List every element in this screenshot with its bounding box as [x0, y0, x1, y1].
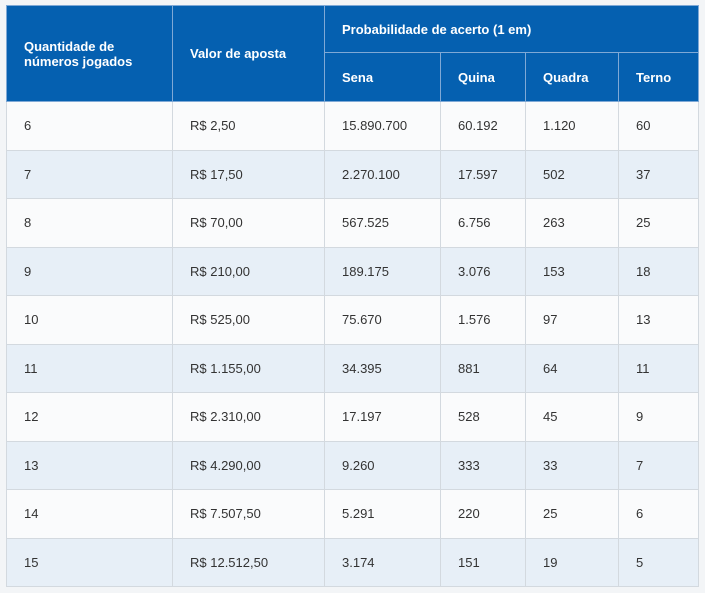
table-row: 10 R$ 525,00 75.670 1.576 97 13: [6, 295, 700, 345]
cell-terno: 13: [617, 295, 700, 345]
cell-value: R$ 4.290,00: [172, 440, 325, 490]
cell-quantity: 12: [6, 392, 173, 442]
table-row: 14 R$ 7.507,50 5.291 220 25 6: [6, 489, 700, 539]
table-row: 11 R$ 1.155,00 34.395 881 64 11: [6, 343, 700, 393]
cell-terno: 5: [617, 537, 700, 587]
cell-quantity: 7: [6, 149, 173, 199]
header-terno: Terno: [617, 52, 700, 102]
cell-value: R$ 2.310,00: [172, 392, 325, 442]
cell-quina: 151: [440, 537, 526, 587]
cell-quina: 3.076: [440, 246, 526, 296]
cell-quantity: 13: [6, 440, 173, 490]
cell-terno: 60: [617, 101, 700, 151]
cell-terno: 11: [617, 343, 700, 393]
cell-quina: 1.576: [440, 295, 526, 345]
cell-quantity: 9: [6, 246, 173, 296]
cell-value: R$ 17,50: [172, 149, 325, 199]
cell-sena: 15.890.700: [324, 101, 441, 151]
cell-sena: 189.175: [324, 246, 441, 296]
cell-value: R$ 2,50: [172, 101, 325, 151]
cell-terno: 18: [617, 246, 700, 296]
cell-terno: 6: [617, 489, 700, 539]
cell-terno: 9: [617, 392, 700, 442]
header-probability: Probabilidade de acerto (1 em): [323, 5, 700, 53]
cell-quantity: 14: [6, 489, 173, 539]
cell-quadra: 25: [525, 489, 619, 539]
cell-sena: 17.197: [324, 392, 441, 442]
cell-quadra: 97: [525, 295, 619, 345]
cell-sena: 3.174: [324, 537, 441, 587]
table-row: 12 R$ 2.310,00 17.197 528 45 9: [6, 392, 700, 442]
cell-quadra: 502: [525, 149, 619, 199]
cell-value: R$ 210,00: [172, 246, 325, 296]
header-quantity: Quantidade de números jogados: [6, 5, 173, 102]
cell-value: R$ 1.155,00: [172, 343, 325, 393]
cell-quantity: 10: [6, 295, 173, 345]
header-sena: Sena: [324, 52, 441, 102]
cell-quina: 220: [440, 489, 526, 539]
cell-quina: 528: [440, 392, 526, 442]
cell-quina: 17.597: [440, 149, 526, 199]
cell-quina: 333: [440, 440, 526, 490]
cell-sena: 34.395: [324, 343, 441, 393]
cell-quadra: 1.120: [525, 101, 619, 151]
cell-value: R$ 7.507,50: [172, 489, 325, 539]
cell-quina: 881: [440, 343, 526, 393]
table-row: 15 R$ 12.512,50 3.174 151 19 5: [6, 537, 700, 587]
cell-quadra: 64: [525, 343, 619, 393]
cell-sena: 75.670: [324, 295, 441, 345]
cell-quantity: 8: [6, 198, 173, 248]
cell-quadra: 19: [525, 537, 619, 587]
cell-terno: 25: [617, 198, 700, 248]
cell-terno: 37: [617, 149, 700, 199]
cell-quantity: 15: [6, 537, 173, 587]
cell-quantity: 6: [6, 101, 173, 151]
cell-sena: 567.525: [324, 198, 441, 248]
cell-quadra: 153: [525, 246, 619, 296]
cell-quantity: 11: [6, 343, 173, 393]
cell-quadra: 33: [525, 440, 619, 490]
cell-quadra: 45: [525, 392, 619, 442]
table-row: 8 R$ 70,00 567.525 6.756 263 25: [6, 198, 700, 248]
table-row: 7 R$ 17,50 2.270.100 17.597 502 37: [6, 149, 700, 199]
table-row: 9 R$ 210,00 189.175 3.076 153 18: [6, 246, 700, 296]
cell-value: R$ 70,00: [172, 198, 325, 248]
header-value: Valor de aposta: [172, 5, 325, 102]
table-row: 13 R$ 4.290,00 9.260 333 33 7: [6, 440, 700, 490]
cell-sena: 2.270.100: [324, 149, 441, 199]
cell-quina: 60.192: [440, 101, 526, 151]
cell-sena: 5.291: [324, 489, 441, 539]
header-quadra: Quadra: [525, 52, 619, 102]
cell-value: R$ 525,00: [172, 295, 325, 345]
header-quina: Quina: [440, 52, 526, 102]
probability-table: Quantidade de números jogados Valor de a…: [6, 5, 700, 587]
table-row: 6 R$ 2,50 15.890.700 60.192 1.120 60: [6, 101, 700, 151]
cell-sena: 9.260: [324, 440, 441, 490]
cell-value: R$ 12.512,50: [172, 537, 325, 587]
cell-terno: 7: [617, 440, 700, 490]
cell-quina: 6.756: [440, 198, 526, 248]
cell-quadra: 263: [525, 198, 619, 248]
